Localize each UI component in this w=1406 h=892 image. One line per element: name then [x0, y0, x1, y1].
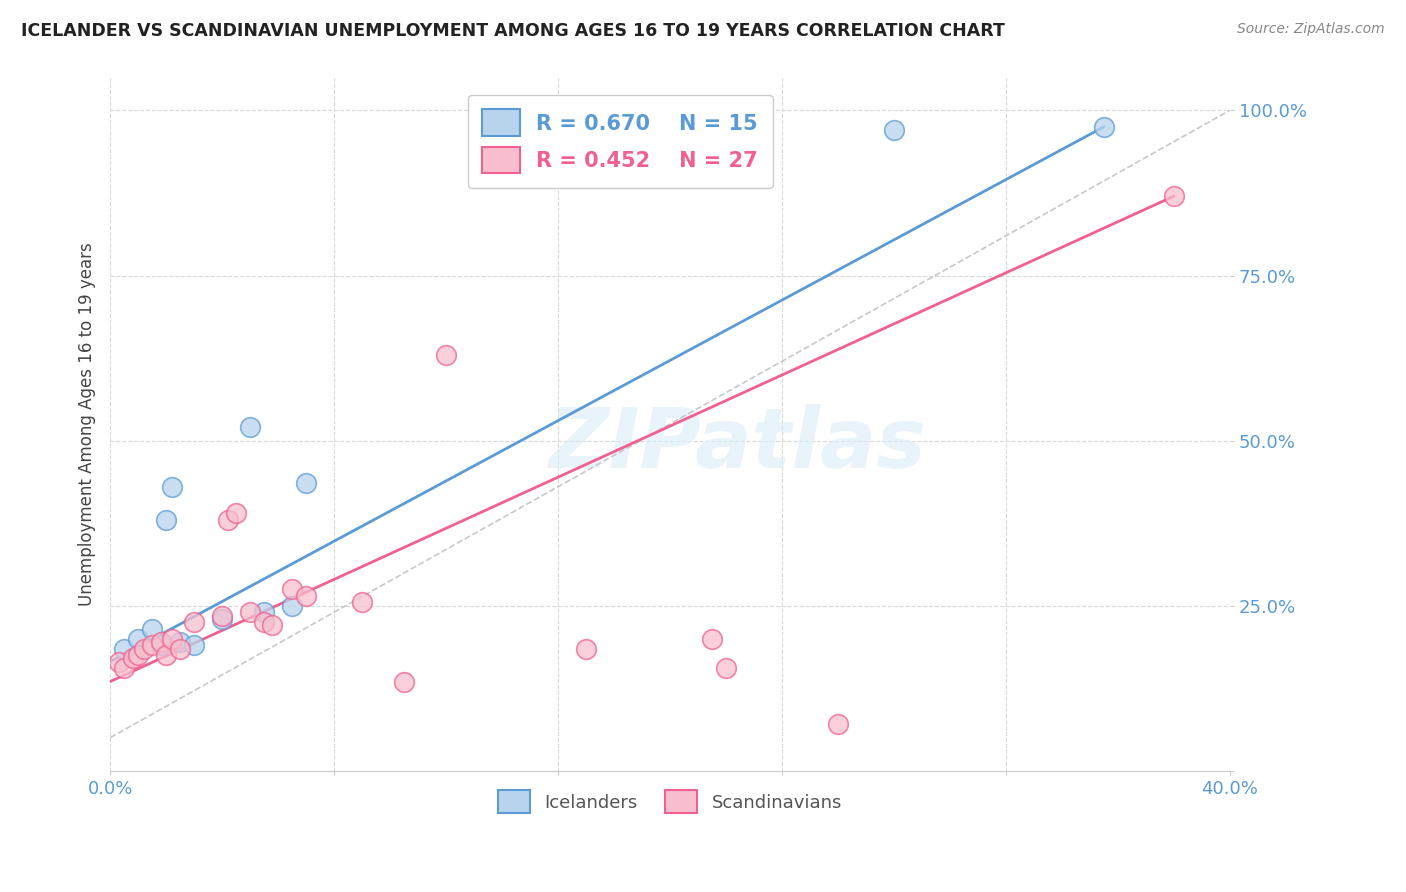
Point	[295, 589, 318, 603]
Point	[575, 641, 598, 656]
Point	[132, 641, 155, 656]
Point	[160, 632, 183, 646]
Point	[211, 608, 233, 623]
Point	[295, 476, 318, 491]
Point	[281, 599, 304, 613]
Point	[714, 661, 737, 675]
Point	[121, 651, 143, 665]
Point	[239, 420, 262, 434]
Point	[183, 615, 205, 629]
Point	[827, 717, 849, 731]
Point	[141, 622, 163, 636]
Point	[107, 655, 129, 669]
Point	[169, 641, 191, 656]
Point	[183, 638, 205, 652]
Point	[112, 641, 135, 656]
Point	[281, 582, 304, 596]
Text: ZIPatlas: ZIPatlas	[548, 404, 927, 485]
Text: Source: ZipAtlas.com: Source: ZipAtlas.com	[1237, 22, 1385, 37]
Point	[155, 513, 177, 527]
Point	[141, 638, 163, 652]
Point	[700, 632, 723, 646]
Point	[225, 506, 247, 520]
Point	[883, 123, 905, 137]
Point	[1163, 189, 1185, 203]
Point	[127, 648, 149, 662]
Point	[155, 648, 177, 662]
Point	[253, 605, 276, 619]
Y-axis label: Unemployment Among Ages 16 to 19 years: Unemployment Among Ages 16 to 19 years	[79, 243, 96, 606]
Point	[253, 615, 276, 629]
Point	[112, 661, 135, 675]
Point	[239, 605, 262, 619]
Point	[160, 480, 183, 494]
Point	[211, 612, 233, 626]
Point	[217, 513, 239, 527]
Point	[392, 674, 415, 689]
Text: ICELANDER VS SCANDINAVIAN UNEMPLOYMENT AMONG AGES 16 TO 19 YEARS CORRELATION CHA: ICELANDER VS SCANDINAVIAN UNEMPLOYMENT A…	[21, 22, 1005, 40]
Point	[350, 595, 373, 609]
Point	[149, 635, 172, 649]
Point	[434, 348, 457, 362]
Point	[169, 635, 191, 649]
Point	[262, 618, 284, 632]
Point	[127, 632, 149, 646]
Point	[1092, 120, 1115, 134]
Legend: Icelanders, Scandinavians: Icelanders, Scandinavians	[486, 780, 853, 824]
Point	[149, 638, 172, 652]
